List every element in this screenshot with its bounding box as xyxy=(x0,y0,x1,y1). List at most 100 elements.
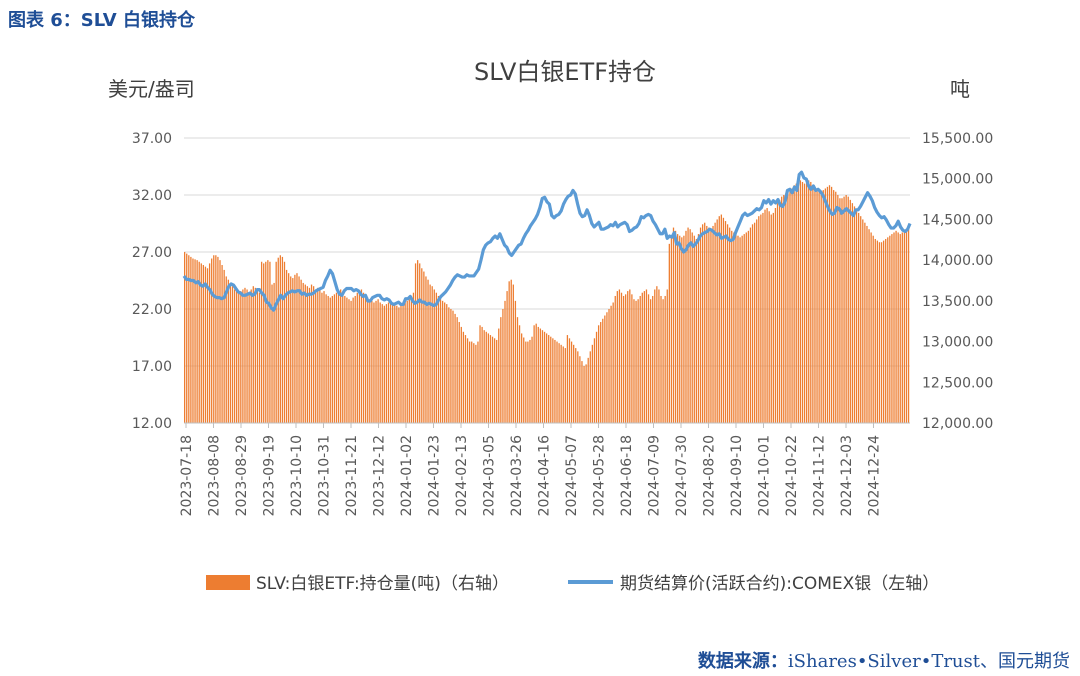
holdings-bar xyxy=(433,289,435,423)
holdings-bar xyxy=(552,338,554,423)
holdings-bar xyxy=(614,295,616,423)
left-tick-label: 32.00 xyxy=(132,188,172,204)
holdings-bar xyxy=(404,302,406,423)
holdings-bar xyxy=(306,286,309,423)
holdings-bar xyxy=(753,222,756,423)
x-tick-label: 2023-07-18 xyxy=(179,435,195,516)
holdings-bar xyxy=(294,274,296,423)
source-text: iShares•Silver•Trust、国元期货 xyxy=(787,651,1070,672)
holdings-bar xyxy=(431,286,433,423)
holdings-bar xyxy=(560,344,562,423)
holdings-bar xyxy=(202,265,205,423)
x-tick-label: 2024-11-12 xyxy=(812,435,828,516)
holdings-bar xyxy=(400,305,402,423)
holdings-bar xyxy=(435,292,437,423)
x-tick-label: 2024-01-02 xyxy=(399,435,415,516)
holdings-bar xyxy=(749,227,752,423)
holdings-bar xyxy=(645,289,648,423)
holdings-bar xyxy=(731,230,733,423)
holdings-bar xyxy=(308,287,311,423)
holdings-bar xyxy=(880,242,883,423)
holdings-bar xyxy=(860,216,862,423)
holdings-bar xyxy=(593,338,596,423)
holdings-bar xyxy=(805,181,808,423)
holdings-bar xyxy=(708,227,710,423)
holdings-bar xyxy=(288,273,290,423)
holdings-bar xyxy=(238,292,240,423)
holdings-bar xyxy=(281,256,284,423)
holdings-bar xyxy=(358,291,361,423)
left-tick-label: 17.00 xyxy=(132,359,172,375)
holdings-bar xyxy=(496,339,498,423)
holdings-bar xyxy=(556,341,558,423)
holdings-bar xyxy=(545,333,548,423)
holdings-bar xyxy=(897,232,899,423)
holdings-bar xyxy=(668,243,670,423)
holdings-bar xyxy=(866,225,868,423)
right-tick-label: 13,500.00 xyxy=(922,294,993,310)
holdings-bar xyxy=(523,337,525,423)
holdings-bar xyxy=(581,361,583,423)
x-tick-label: 2024-03-26 xyxy=(509,435,525,516)
holdings-bar xyxy=(439,299,442,423)
holdings-bar xyxy=(416,260,419,423)
holdings-bar xyxy=(652,295,654,423)
holdings-bar xyxy=(722,217,725,423)
holdings-bar xyxy=(712,225,714,423)
holdings-bar xyxy=(847,196,849,423)
holdings-bar xyxy=(793,185,795,423)
holdings-bar xyxy=(327,295,329,423)
legend-bar-swatch xyxy=(206,575,250,590)
left-tick-label: 27.00 xyxy=(132,245,172,261)
holdings-bar xyxy=(647,294,650,423)
holdings-bar xyxy=(622,295,625,423)
holdings-bar xyxy=(425,276,427,423)
holdings-bar xyxy=(570,341,573,423)
holdings-bar xyxy=(215,255,217,423)
holdings-bar xyxy=(387,302,390,423)
holdings-bar xyxy=(423,271,425,423)
holdings-bar xyxy=(491,336,494,423)
holdings-bar xyxy=(371,300,373,423)
holdings-bar xyxy=(878,242,881,423)
holdings-bar xyxy=(824,188,826,423)
holdings-bar xyxy=(901,232,903,423)
holdings-bar xyxy=(350,300,352,423)
holdings-bar xyxy=(803,183,806,423)
holdings-bar xyxy=(256,291,259,423)
holdings-bar xyxy=(631,294,633,423)
holdings-bar xyxy=(743,234,745,423)
holdings-bar xyxy=(512,284,514,423)
holdings-bar xyxy=(302,282,304,423)
holdings-bar xyxy=(219,260,221,423)
holdings-bar xyxy=(223,269,225,423)
holdings-bar xyxy=(298,276,300,423)
left-tick-label: 37.00 xyxy=(132,131,172,147)
holdings-bar xyxy=(310,284,313,423)
holdings-bar xyxy=(876,240,879,423)
holdings-bar xyxy=(233,289,236,423)
right-y-axis: 12,000.00 12,500.00 13,000.00 13,500.00 14,0… xyxy=(922,131,993,432)
holdings-bar xyxy=(851,203,854,423)
holdings-bar xyxy=(674,230,677,423)
holdings-bar xyxy=(273,282,275,423)
holdings-bar xyxy=(408,299,410,423)
holdings-bar xyxy=(375,300,377,423)
holdings-bar xyxy=(833,190,835,423)
holdings-bar xyxy=(304,284,306,423)
holdings-bar xyxy=(816,188,818,423)
holdings-bar xyxy=(398,307,400,423)
holdings-bar xyxy=(818,190,820,423)
holdings-bar xyxy=(271,284,273,423)
holdings-bar xyxy=(444,302,446,423)
holdings-bar xyxy=(683,235,685,423)
holdings-bar xyxy=(356,292,358,423)
x-tick-label: 2023-10-31 xyxy=(317,435,333,516)
right-tick-label: 12,500.00 xyxy=(922,375,993,391)
holdings-bar xyxy=(454,313,456,423)
holdings-bar xyxy=(612,302,614,423)
holdings-bar xyxy=(741,235,743,423)
holdings-bar xyxy=(828,185,831,423)
holdings-bar xyxy=(275,261,277,423)
holdings-bar xyxy=(335,292,338,423)
